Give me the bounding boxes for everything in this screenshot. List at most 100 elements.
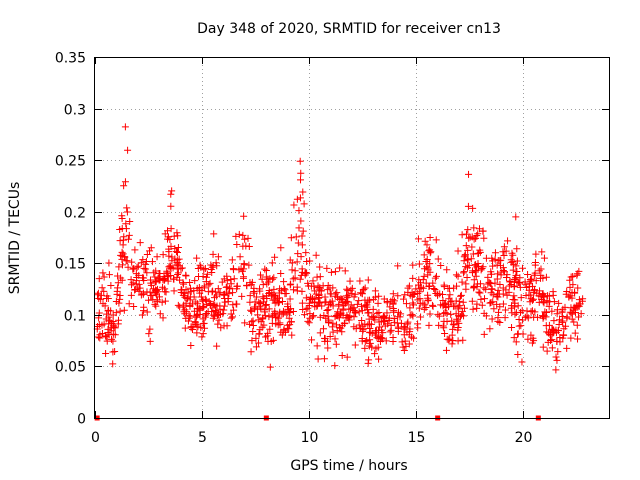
data-point	[437, 301, 445, 309]
data-point	[163, 235, 171, 243]
data-point	[149, 296, 157, 304]
data-point	[235, 230, 243, 238]
data-point	[371, 331, 379, 339]
data-point	[316, 329, 324, 337]
data-point	[431, 274, 439, 282]
data-point	[297, 253, 305, 261]
data-point	[289, 286, 297, 294]
data-point	[484, 273, 492, 281]
data-point	[298, 299, 306, 307]
data-point	[385, 314, 393, 322]
data-point	[335, 295, 343, 303]
data-point	[315, 299, 323, 307]
data-point	[515, 315, 523, 323]
data-point	[409, 299, 417, 307]
data-point	[426, 246, 434, 254]
y-tick-label: 0.25	[55, 154, 86, 170]
data-point	[303, 257, 311, 265]
data-point	[143, 308, 151, 316]
data-point	[218, 278, 226, 286]
data-point	[111, 331, 119, 339]
data-point	[490, 305, 498, 313]
data-point	[450, 321, 458, 329]
data-point	[509, 295, 517, 303]
data-point	[416, 299, 424, 307]
data-point	[555, 299, 563, 307]
data-point	[309, 277, 317, 285]
data-point	[186, 284, 194, 292]
data-point	[405, 282, 413, 290]
data-point	[499, 248, 507, 256]
data-point	[415, 304, 423, 312]
data-point	[197, 324, 205, 332]
data-point	[295, 207, 303, 215]
data-point	[271, 253, 279, 261]
data-point	[337, 295, 345, 303]
data-point	[131, 286, 139, 294]
data-point	[263, 332, 271, 340]
data-point	[122, 220, 130, 228]
data-point	[568, 309, 576, 317]
data-point	[453, 282, 461, 290]
data-point	[315, 292, 323, 300]
data-point	[193, 311, 201, 319]
data-point	[371, 293, 379, 301]
data-point	[185, 312, 193, 320]
data-point	[255, 339, 263, 347]
data-point	[476, 289, 484, 297]
data-point	[116, 307, 124, 315]
data-point	[156, 310, 164, 318]
data-point	[199, 330, 207, 338]
data-point	[336, 264, 344, 272]
data-point	[255, 330, 263, 338]
data-point	[475, 249, 483, 257]
data-point	[125, 231, 133, 239]
data-point	[197, 293, 205, 301]
data-point	[297, 217, 305, 225]
data-point	[160, 273, 168, 281]
data-point	[118, 276, 126, 284]
data-point	[394, 262, 402, 270]
data-point	[459, 298, 467, 306]
data-point	[481, 295, 489, 303]
data-point	[338, 328, 346, 336]
data-point	[571, 289, 579, 297]
data-point	[131, 246, 139, 254]
x-tick-label: 15	[408, 430, 426, 446]
data-point	[248, 318, 256, 326]
data-point	[109, 311, 117, 319]
data-point	[256, 303, 264, 311]
data-point	[121, 178, 129, 186]
data-point	[394, 292, 402, 300]
data-point	[183, 295, 191, 303]
x-tick-label: 5	[198, 430, 207, 446]
data-point	[356, 324, 364, 332]
data-point	[143, 251, 151, 259]
data-point	[508, 324, 516, 332]
data-point	[543, 297, 551, 305]
data-point	[477, 295, 485, 303]
data-point	[568, 315, 576, 323]
data-point	[128, 258, 136, 266]
data-point	[530, 313, 538, 321]
data-point	[470, 224, 478, 232]
data-point	[500, 243, 508, 251]
data-point	[211, 307, 219, 315]
data-point	[107, 335, 115, 343]
data-point	[240, 212, 248, 220]
data-point	[494, 286, 502, 294]
data-point	[410, 334, 418, 342]
data-point	[409, 274, 417, 282]
data-point	[390, 297, 398, 305]
data-point	[107, 282, 115, 290]
data-point	[560, 325, 568, 333]
data-point	[452, 310, 460, 318]
data-point	[236, 253, 244, 261]
data-point	[208, 288, 216, 296]
data-point	[339, 306, 347, 314]
data-point	[424, 271, 432, 279]
data-point	[541, 308, 549, 316]
data-point	[220, 322, 228, 330]
data-point	[174, 271, 182, 279]
data-point	[135, 280, 143, 288]
